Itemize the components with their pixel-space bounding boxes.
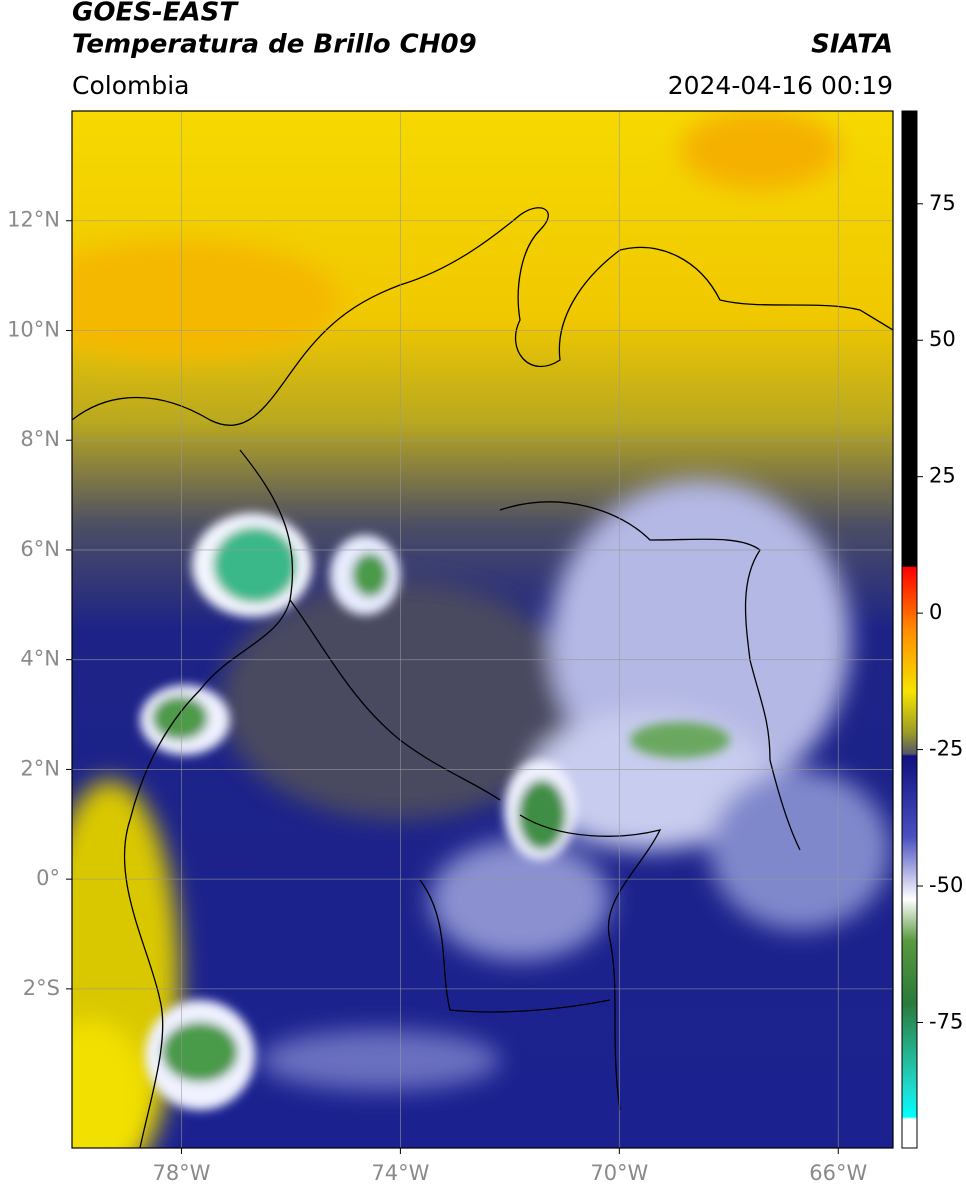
colorbar xyxy=(901,110,918,1149)
colorbar-tick-label: 25 xyxy=(929,464,956,488)
y-tick-label: 4°N xyxy=(20,647,60,671)
y-tick-label: 12°N xyxy=(7,208,60,232)
colorbar-tick-label: -25 xyxy=(929,737,963,761)
colorbar-tick-label: -75 xyxy=(929,1009,963,1033)
y-tick-label: 8°N xyxy=(20,427,60,451)
colorbar-tick-label: 0 xyxy=(929,600,942,624)
source: SIATA xyxy=(811,30,893,60)
colorbar-tick-label: 50 xyxy=(929,327,956,351)
y-tick-label: 6°N xyxy=(20,537,60,561)
datetime: 2024-04-16 00:19 xyxy=(668,71,893,100)
y-tick-label: 2°N xyxy=(20,756,60,780)
x-tick-label: 78°W xyxy=(152,1161,210,1185)
title: GOES-EAST xyxy=(72,0,239,28)
colorbar-tick-label: 75 xyxy=(929,191,956,215)
map-frame xyxy=(71,110,894,1149)
colorbar-tick-label: -50 xyxy=(929,873,963,897)
subtitle: Temperatura de Brillo CH09 xyxy=(72,30,477,60)
borders xyxy=(72,207,893,1148)
y-tick-label: 10°N xyxy=(7,317,60,341)
y-tick-label: 2°S xyxy=(23,976,60,1000)
convective-cores xyxy=(140,513,730,1110)
x-tick-label: 74°W xyxy=(371,1161,429,1185)
x-tick-label: 70°W xyxy=(590,1161,648,1185)
region: Colombia xyxy=(72,71,189,100)
y-tick-label: 0° xyxy=(36,866,60,890)
grid xyxy=(72,111,893,1148)
x-tick-label: 66°W xyxy=(809,1161,867,1185)
satellite-image xyxy=(72,111,893,1148)
